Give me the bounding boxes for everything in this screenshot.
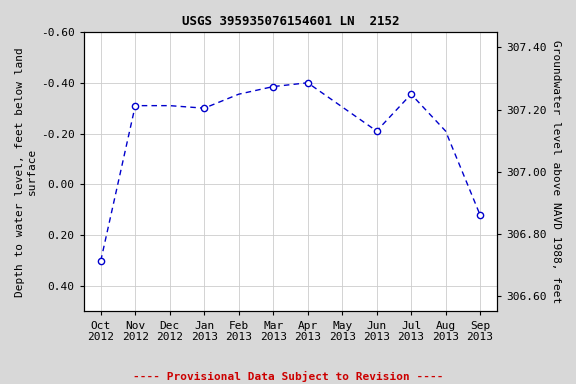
Title: USGS 395935076154601 LN  2152: USGS 395935076154601 LN 2152	[181, 15, 399, 28]
Text: ---- Provisional Data Subject to Revision ----: ---- Provisional Data Subject to Revisio…	[132, 371, 444, 382]
Y-axis label: Groundwater level above NAVD 1988, feet: Groundwater level above NAVD 1988, feet	[551, 40, 561, 303]
Y-axis label: Depth to water level, feet below land
surface: Depth to water level, feet below land su…	[15, 47, 37, 296]
